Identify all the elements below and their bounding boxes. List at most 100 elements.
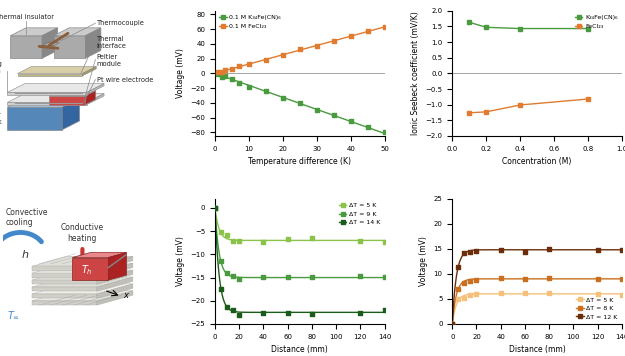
Polygon shape [97, 263, 133, 278]
Polygon shape [54, 36, 85, 58]
Polygon shape [54, 28, 101, 36]
Point [520, 249, 530, 255]
Point [379, 307, 389, 313]
Point [466, 278, 476, 284]
Point [244, 84, 254, 89]
Legend: K₃₄Fe(CN)₆, FeCl₂₃: K₃₄Fe(CN)₆, FeCl₂₃ [574, 14, 619, 30]
Point [222, 304, 232, 309]
Point [453, 296, 463, 302]
Point [544, 246, 554, 252]
Point [496, 247, 506, 253]
Text: Conductive
heating: Conductive heating [61, 223, 104, 242]
Polygon shape [87, 94, 104, 105]
Point [329, 112, 339, 117]
Polygon shape [32, 287, 97, 291]
Point [544, 290, 554, 295]
Text: $T_h$: $T_h$ [81, 263, 92, 277]
Polygon shape [11, 28, 58, 36]
Text: x: x [122, 290, 127, 300]
Point [307, 235, 317, 241]
Polygon shape [8, 94, 104, 103]
Point [617, 276, 625, 282]
Point [213, 69, 223, 75]
Point [346, 33, 356, 39]
Y-axis label: Voltage (mV): Voltage (mV) [176, 236, 185, 286]
Point [222, 232, 232, 238]
Point [459, 295, 469, 301]
Point [234, 63, 244, 69]
Point [261, 88, 271, 94]
Point [228, 307, 238, 313]
Polygon shape [8, 107, 63, 130]
Text: Thermal
interface: Thermal interface [97, 36, 127, 48]
Point [220, 73, 230, 79]
Polygon shape [32, 266, 97, 271]
Polygon shape [85, 28, 101, 58]
Polygon shape [32, 273, 97, 278]
Y-axis label: Ionic Seebeck coefficient (mV/K): Ionic Seebeck coefficient (mV/K) [411, 11, 420, 135]
Point [448, 321, 458, 327]
Text: Water
block: Water block [0, 112, 2, 125]
Point [453, 286, 463, 292]
Point [295, 100, 305, 106]
X-axis label: Concentration (M): Concentration (M) [503, 157, 572, 166]
Polygon shape [97, 270, 133, 284]
Point [295, 47, 305, 52]
X-axis label: Distance (mm): Distance (mm) [271, 345, 328, 354]
Point [282, 274, 292, 280]
Polygon shape [8, 84, 104, 93]
Text: Pt wire electrode: Pt wire electrode [97, 77, 153, 83]
Polygon shape [85, 91, 96, 105]
Legend: ΔT = 5 K, ΔT = 8 K, ΔT = 12 K: ΔT = 5 K, ΔT = 8 K, ΔT = 12 K [575, 296, 619, 321]
Point [258, 310, 268, 316]
Point [379, 24, 389, 30]
Polygon shape [97, 284, 133, 298]
Polygon shape [32, 284, 133, 294]
Point [261, 57, 271, 62]
Point [234, 312, 244, 318]
Polygon shape [32, 294, 97, 298]
Point [448, 321, 458, 327]
Point [520, 276, 530, 282]
Polygon shape [62, 98, 79, 130]
Point [278, 95, 288, 100]
Point [213, 72, 223, 77]
Point [346, 118, 356, 124]
Polygon shape [32, 301, 97, 305]
Polygon shape [18, 67, 96, 74]
Polygon shape [8, 98, 79, 107]
Point [222, 270, 232, 276]
Polygon shape [8, 103, 87, 105]
Point [496, 275, 506, 281]
Point [448, 321, 458, 327]
Polygon shape [42, 43, 59, 46]
Polygon shape [97, 291, 133, 305]
Point [496, 290, 506, 296]
Y-axis label: Voltage (mV): Voltage (mV) [419, 236, 428, 286]
Point [234, 239, 244, 244]
Point [379, 274, 389, 280]
Point [282, 236, 292, 242]
Point [329, 38, 339, 44]
Point [617, 292, 625, 297]
Text: Convective
cooling: Convective cooling [6, 208, 49, 227]
Point [220, 68, 230, 73]
X-axis label: Temperature difference (K): Temperature difference (K) [248, 157, 351, 166]
Point [234, 276, 244, 282]
Polygon shape [87, 84, 104, 95]
Polygon shape [97, 256, 133, 271]
Polygon shape [32, 277, 133, 287]
Text: k: k [89, 253, 95, 263]
Text: $T_\infty$: $T_\infty$ [8, 309, 21, 320]
Point [617, 247, 625, 253]
Text: Peltier
module: Peltier module [97, 54, 122, 67]
Polygon shape [8, 93, 87, 95]
Point [362, 125, 372, 130]
Point [471, 277, 481, 283]
Point [228, 238, 238, 244]
Point [592, 277, 602, 282]
Point [216, 258, 226, 264]
Point [307, 311, 317, 316]
Point [216, 286, 226, 292]
Point [466, 292, 476, 298]
